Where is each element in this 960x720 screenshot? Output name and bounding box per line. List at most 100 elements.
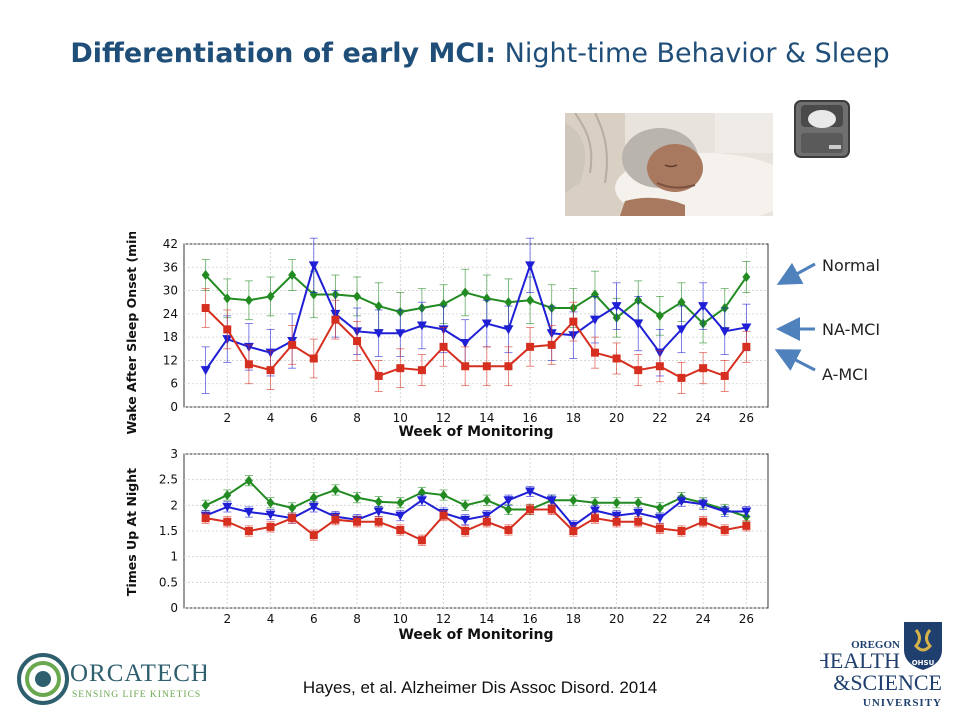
top-ytick-label: 12 (163, 353, 178, 367)
top-point (200, 366, 211, 376)
top-ytick-label: 6 (170, 377, 178, 391)
top-point (373, 329, 384, 339)
bottom-ytick-label: 1 (170, 550, 178, 564)
top-point (742, 271, 751, 282)
ohsu-line2: HEALTH (820, 648, 900, 673)
orcatech-logo: ORCATECH SENSING LIFE KINETICS (17, 653, 206, 705)
bottom-point (417, 536, 426, 545)
top-xtick-label: 20 (609, 411, 624, 425)
bottom-point (655, 502, 664, 513)
bottom-point (353, 492, 362, 503)
bottom-point (374, 496, 383, 507)
arrow-normal (776, 262, 816, 285)
label-na-mci: NA-MCI (822, 320, 881, 339)
bottom-point (589, 506, 600, 516)
bottom-point (676, 497, 687, 507)
chart-bottom-xlabel: Week of Monitoring (398, 627, 553, 643)
top-point (525, 261, 536, 271)
bottom-point (395, 511, 406, 521)
top-point (612, 354, 621, 363)
top-point (288, 270, 297, 281)
top-point (633, 319, 644, 329)
top-ytick-label: 30 (163, 284, 178, 298)
top-point (396, 364, 405, 373)
top-point (353, 337, 362, 346)
top-point (719, 327, 730, 337)
bottom-point (331, 515, 340, 524)
bottom-point (353, 517, 362, 526)
bottom-point (460, 515, 471, 525)
top-point (308, 261, 319, 271)
ohsu-line4: UNIVERSITY (863, 697, 942, 709)
top-point (309, 354, 318, 363)
top-xtick-label: 12 (436, 411, 451, 425)
top-point (589, 315, 600, 325)
bottom-point (482, 495, 491, 506)
bottom-point (244, 527, 253, 535)
title-bold: Differentiation of early MCI: (70, 38, 497, 69)
top-series-line-1 (204, 262, 747, 371)
chart-top-xlabel: Week of Monitoring (398, 424, 553, 440)
chart-top-plot-area (183, 243, 769, 408)
ohsu-shield-text: OHSU (912, 659, 935, 667)
top-point (526, 342, 535, 351)
bottom-point (461, 500, 470, 511)
chart-top-ylabel: Wake After Sleep Onset (mins) (124, 232, 139, 435)
bottom-ytick-label: 2.5 (159, 473, 178, 487)
bottom-ytick-label: 2 (170, 498, 178, 512)
top-ytick-label: 42 (163, 237, 178, 251)
bottom-point (309, 492, 318, 503)
bottom-point (373, 507, 384, 517)
bottom-xtick-label: 12 (436, 612, 451, 626)
top-point (611, 302, 622, 312)
top-point (481, 319, 492, 329)
bottom-xtick-label: 10 (393, 612, 408, 626)
bottom-point (396, 525, 405, 534)
arrow-a-mci (774, 349, 816, 372)
ohsu-line1: OREGON (851, 639, 900, 651)
motion-sensor-image (794, 100, 850, 158)
bottom-point (569, 527, 578, 535)
top-point (677, 297, 686, 308)
top-point (417, 366, 426, 375)
top-point (374, 301, 383, 312)
top-point (309, 289, 318, 300)
bottom-point (266, 522, 275, 531)
top-point (504, 297, 513, 308)
title-rest: Night-time Behavior & Sleep (504, 38, 890, 69)
bottom-point (654, 514, 665, 524)
top-point (331, 315, 340, 324)
bottom-xtick-label: 4 (267, 612, 275, 626)
top-point (504, 362, 513, 371)
bottom-point (634, 497, 643, 508)
bottom-point (634, 517, 643, 526)
top-point (677, 373, 686, 382)
bottom-point (243, 508, 254, 518)
top-point (503, 325, 514, 335)
top-point (461, 287, 470, 298)
top-point (526, 295, 535, 306)
top-point (482, 362, 491, 371)
top-series-line-0 (204, 273, 748, 325)
top-point (590, 348, 599, 357)
top-point (742, 342, 751, 351)
top-xtick-label: 8 (353, 411, 361, 425)
bottom-xtick-label: 20 (609, 612, 624, 626)
bottom-xtick-label: 24 (695, 612, 710, 626)
bottom-ytick-label: 0 (170, 601, 178, 615)
bottom-point (719, 507, 730, 517)
top-point (482, 293, 491, 304)
bottom-point (439, 490, 448, 501)
bottom-xtick-label: 2 (223, 612, 231, 626)
top-xtick-label: 16 (522, 411, 537, 425)
bottom-point (569, 495, 578, 506)
orcatech-name: ORCATECH (70, 660, 206, 687)
bottom-point (546, 496, 557, 506)
top-point (223, 325, 232, 334)
top-point (590, 289, 599, 300)
ohsu-logo: OHSU OREGON HEALTH &SCIENCE UNIVERSITY (820, 622, 942, 709)
top-point (439, 342, 448, 351)
bottom-xtick-label: 16 (522, 612, 537, 626)
